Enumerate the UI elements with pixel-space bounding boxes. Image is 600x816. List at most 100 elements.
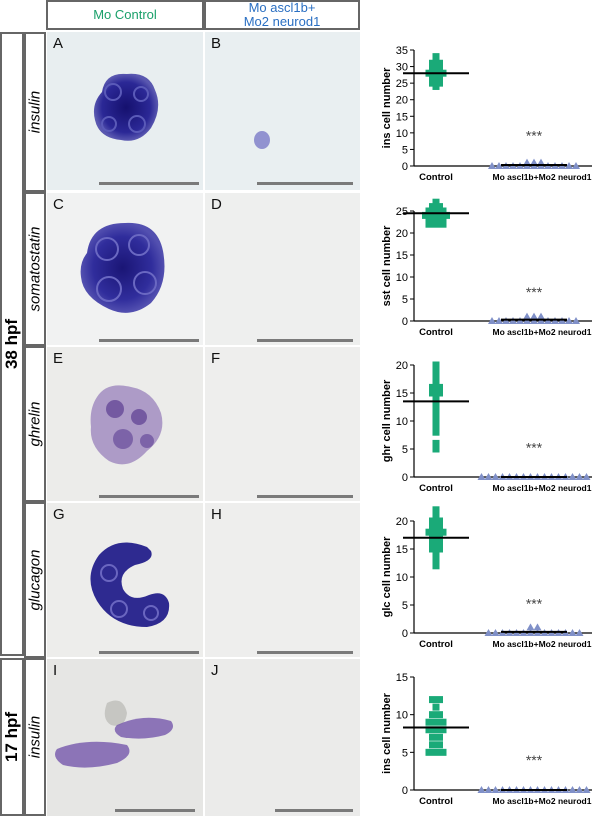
y-tick-label: 0 [402,472,408,484]
y-tick-label: 15 [396,544,408,556]
stained-islet-image [254,131,270,149]
morphant-data-point [568,786,577,793]
morphant-data-point [495,162,503,169]
y-axis-title: glc cell number [381,536,393,617]
control-data-point [439,207,447,215]
column-header-morphant: Mo ascl1b+ Mo2 neurod1 [204,0,360,30]
y-tick-label: 5 [402,294,408,306]
morphant-data-point [488,317,496,324]
gene-label-ghrelin: ghrelin [24,346,46,502]
panel-h: H [205,503,360,657]
control-data-point [436,517,443,525]
control-data-point [436,741,443,749]
morphant-data-point [484,786,493,793]
gene-label-insulin-38: insulin [24,32,46,192]
scale-bar [257,182,353,185]
significance-stars: *** [526,439,543,455]
y-tick-label: 0 [402,785,408,797]
y-axis-title: ghr cell number [381,379,393,462]
chart-5: 0 5 10 15 ins cell number Control Mo ascl1b+Mo… [364,659,600,816]
control-data-point [432,703,440,711]
control-data-point [432,406,440,414]
control-data-point [436,211,443,219]
stained-islet-image [90,385,163,465]
control-data-point [432,395,440,403]
control-data-point [436,711,443,719]
control-data-point [429,203,436,211]
control-data-point [429,539,436,547]
control-data-point [436,539,443,547]
y-tick-label: 15 [396,250,408,262]
panel-label-h: H [211,506,222,523]
control-data-point [432,216,440,224]
y-tick-label: 10 [396,710,408,722]
control-data-point [429,383,436,391]
panel-label-f: F [211,350,221,367]
chart-4: 0 5 10 15 20 glc cell number Control Mo ascl1b+… [364,503,600,659]
category-label: Mo ascl1b+Mo2 neurod1 [493,796,592,806]
control-data-point [432,417,440,425]
morphant-data-point [491,629,500,636]
control-data-point [425,718,433,726]
y-tick-label: 20 [396,95,408,107]
control-data-point [432,372,440,380]
stained-islet-image [90,542,170,627]
y-tick-label: 10 [396,272,408,284]
control-data-point [443,211,450,219]
control-data-point [432,528,440,536]
category-label: Mo ascl1b+Mo2 neurod1 [493,327,592,337]
y-axis-title: sst cell number [381,225,393,306]
control-data-point [436,383,443,391]
morphant-data-point [575,786,584,793]
y-tick-label: 5 [402,144,408,156]
y-tick-label: 5 [402,747,408,759]
scale-bar [99,339,199,342]
chart-3: 0 5 10 15 20 ghr cell number Control Mo ascl1b+… [364,347,600,503]
control-data-point [432,400,440,408]
control-data-point [425,748,433,756]
scale-bar [257,339,353,342]
y-tick-label: 20 [396,360,408,372]
control-data-point [422,211,429,219]
control-data-point [429,211,436,219]
control-data-point [429,523,436,531]
gene-label-text: insulin [26,90,44,134]
gene-label-insulin-17: insulin [24,658,46,816]
morphant-data-point [477,473,486,480]
morphant-data-point [491,786,500,793]
control-data-point [439,726,447,734]
control-data-point [439,220,447,228]
y-tick-label: 15 [396,388,408,400]
y-tick-label: 10 [396,128,408,140]
morphant-data-point [537,312,545,320]
significance-stars: *** [526,595,543,611]
control-data-point [432,378,440,386]
morphant-data-point [484,473,493,480]
control-data-point [425,528,433,536]
control-data-point [432,423,440,431]
significance-stars: *** [526,752,543,768]
significance-stars: *** [526,127,543,143]
panel-b: B [205,32,360,190]
control-data-point [429,741,436,749]
scale-bar [99,495,199,498]
stained-islet-image [93,73,159,141]
scale-bar [99,651,199,654]
panel-label-g: G [53,506,65,523]
y-tick-label: 15 [396,111,408,123]
y-tick-label: 10 [396,572,408,584]
panel-label-d: D [211,196,222,213]
column-header-morphant-line2: Mo2 neurod1 [243,14,321,29]
scale-bar [275,809,353,812]
panel-e: E [47,347,203,501]
panel-i: I [47,659,203,816]
control-data-point [429,517,436,525]
control-data-point [432,82,440,90]
y-tick-label: 0 [402,316,408,328]
category-label: Mo ascl1b+Mo2 neurod1 [493,483,592,493]
morphant-data-point [530,312,538,320]
y-tick-label: 30 [396,62,408,74]
control-data-point [425,220,433,228]
